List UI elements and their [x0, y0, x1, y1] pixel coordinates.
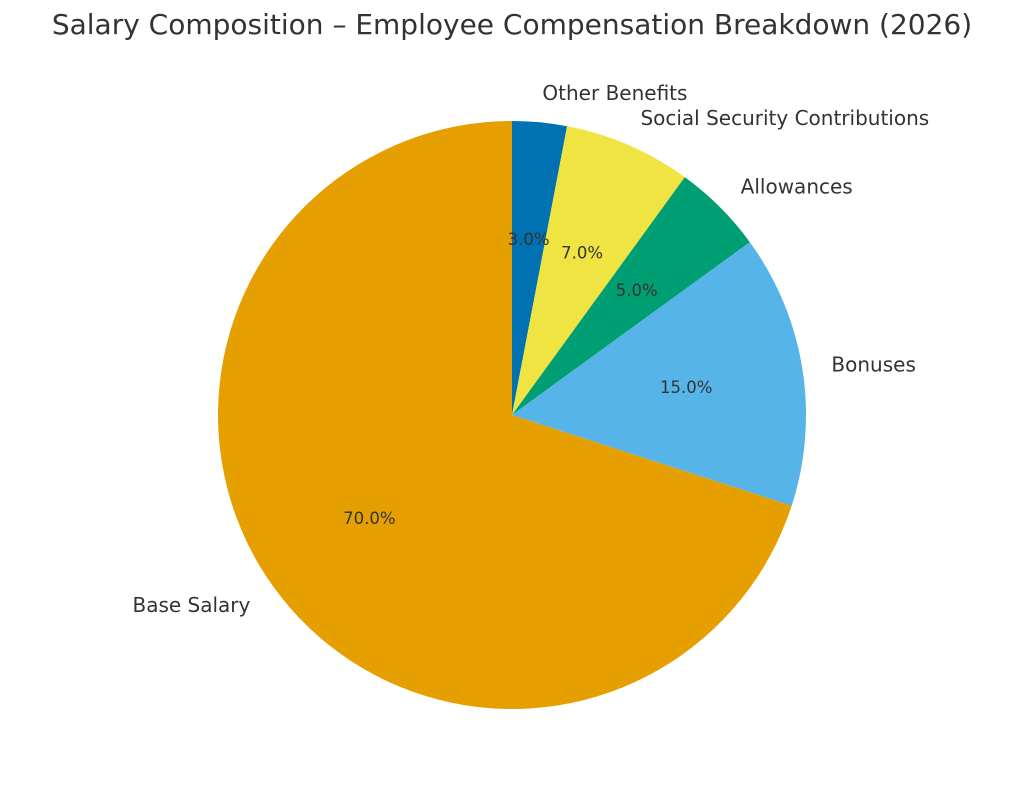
slice-label: Allowances — [741, 174, 853, 198]
pct-label: 5.0% — [616, 281, 658, 300]
slice-label: Base Salary — [132, 593, 250, 617]
chart-title: Salary Composition – Employee Compensati… — [51, 8, 973, 41]
slice-label: Social Security Contributions — [640, 106, 929, 130]
pct-label: 7.0% — [561, 244, 603, 263]
pct-label: 70.0% — [343, 509, 395, 528]
pct-label: 3.0% — [508, 230, 550, 249]
pie-slice-base-salary — [218, 121, 792, 709]
pie-slice-bonuses — [512, 242, 807, 506]
pie-slice-other-benefits — [512, 121, 568, 415]
pie-slice-allowances — [512, 177, 750, 415]
slice-label: Bonuses — [831, 352, 915, 376]
pie-slice-social-security-contributions — [512, 126, 685, 415]
slice-label: Other Benefits — [542, 81, 687, 105]
pct-label: 15.0% — [660, 378, 712, 397]
